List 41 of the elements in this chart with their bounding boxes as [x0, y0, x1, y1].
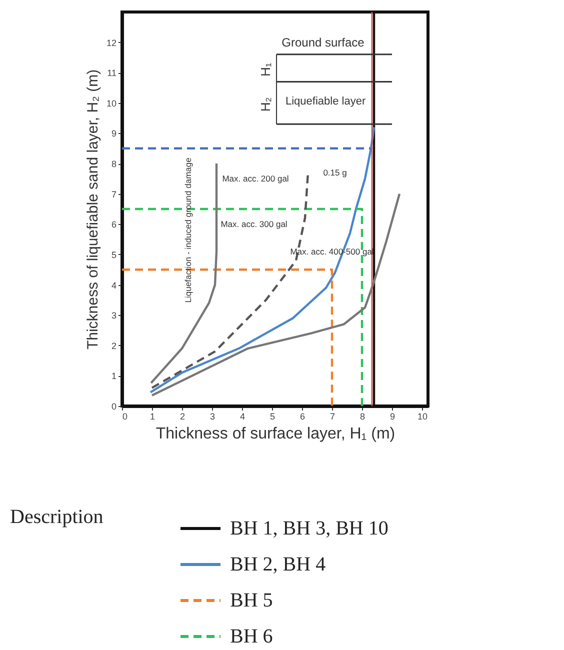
x-tick-label: 0	[122, 412, 128, 422]
x-tick-label: 6	[300, 412, 306, 422]
annotation: Liquefaction - induced ground damage	[183, 157, 193, 303]
line-series	[150, 192, 401, 396]
y-tick-label: 1	[111, 371, 116, 382]
y-tick-label: 0	[111, 402, 116, 412]
y-tick-label: 5	[111, 250, 116, 260]
x-tick-label: 10	[417, 412, 428, 422]
y-tick-label: 8	[111, 159, 116, 170]
legend-label: BH 6	[230, 626, 273, 648]
legend-label: BH 1, BH 3, BH 10	[230, 518, 388, 540]
x-tick-label: 4	[240, 412, 246, 422]
x-tick-label: 5	[270, 412, 276, 422]
x-tick-label: 2	[180, 412, 186, 422]
annotation: H₂	[258, 97, 273, 112]
y-tick-label: 10	[106, 98, 116, 108]
y-tick-label: 11	[107, 68, 116, 78]
y-tick-label: 3	[111, 310, 116, 321]
y-axis-title: Thickness of liquefiable sand layer, H₂ (m)	[84, 69, 102, 350]
annotation: Liquefiable layer	[286, 95, 366, 108]
annotation: H₁	[258, 62, 273, 76]
y-tick-label: 12	[106, 38, 116, 48]
y-tick-label: 6	[111, 220, 116, 230]
x-tick-label: 1	[150, 412, 156, 422]
annotation: Max. acc. 200 gal	[222, 174, 289, 184]
annotation: Max. acc. 300 gal	[220, 219, 288, 230]
y-tick-label: 9	[111, 128, 116, 139]
x-tick-label: 3	[210, 412, 216, 422]
legend-title: Description	[10, 506, 104, 528]
y-tick-label: 2	[111, 340, 116, 351]
y-tick-label: 4	[111, 280, 116, 290]
legend-label: BH 2, BH 4	[230, 554, 326, 576]
annotation: 0.15 g	[323, 168, 348, 178]
x-tick-label: 7	[330, 412, 336, 422]
x-tick-label: 8	[360, 412, 366, 422]
legend-label: BH 5	[230, 590, 273, 612]
y-tick-label: 7	[111, 189, 116, 200]
x-tick-label: 9	[390, 412, 396, 422]
annotation: Ground surface	[282, 35, 365, 50]
line-series	[149, 126, 376, 394]
x-axis-title: Thickness of surface layer, H₁ (m)	[156, 426, 396, 442]
